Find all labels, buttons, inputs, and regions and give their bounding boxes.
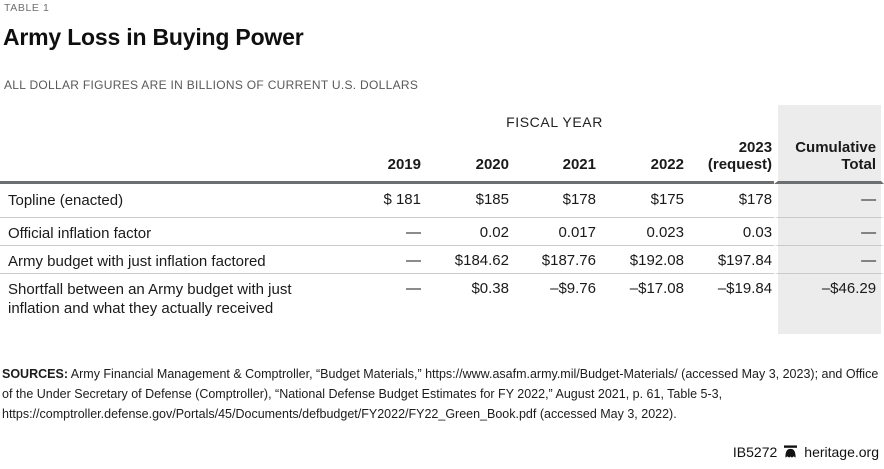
page-title: Army Loss in Buying Power [3, 24, 304, 50]
cell-shortfall-2023: –$19.84 [686, 272, 775, 326]
empty-corner-cell [0, 105, 335, 139]
cell-budget-2020: $184.62 [423, 244, 511, 273]
table-subtitle: ALL DOLLAR FIGURES ARE IN BILLIONS OF CU… [4, 78, 419, 92]
cell-topline-2020: $185 [475, 190, 509, 208]
cell-topline-2021: $178 [562, 190, 596, 208]
cell-shortfall-2020: $0.38 [423, 272, 511, 326]
row-label: Topline (enacted) [8, 191, 124, 209]
report-id: IB5272 [732, 444, 778, 460]
highlight-column-footer-spacer [0, 325, 884, 334]
army-buying-power-table: FISCAL YEAR 2019 2020 2021 2022 2023 (re… [0, 105, 884, 334]
sources-text: Army Financial Management & Comptroller,… [2, 366, 879, 421]
cell-topline-2019: $ 181 [383, 190, 421, 208]
group-header-row: FISCAL YEAR [0, 105, 884, 139]
cell-inflation-2020: 0.02 [423, 216, 511, 245]
fiscal-year-group-header: FISCAL YEAR [506, 114, 603, 130]
highlight-column-spacer [774, 105, 884, 139]
row-label: Shortfall between an Army budget with ju… [0, 272, 335, 326]
cell-topline-2023: $178 [738, 190, 773, 208]
table-row-inflation-factor: Official inflation factor — 0.02 0.017 0… [0, 216, 884, 245]
row-label: Official inflation factor [0, 216, 335, 245]
column-header-2022: 2022 [598, 139, 686, 184]
cell-shortfall-2022: –$17.08 [598, 272, 686, 326]
cell-inflation-2021: 0.017 [511, 216, 598, 245]
site-link: heritage.org [804, 444, 879, 460]
cell-inflation-2019: — [335, 216, 423, 245]
column-header-2019: 2019 [335, 139, 423, 184]
cell-inflation-2023: 0.03 [686, 216, 775, 245]
cell-budget-2022: $192.08 [598, 244, 686, 273]
column-header-2021: 2021 [511, 139, 598, 184]
cell-topline-cumulative: — [774, 183, 884, 217]
cell-budget-2023: $197.84 [686, 244, 775, 273]
cell-budget-cumulative: — [774, 244, 884, 273]
cell-shortfall-cumulative: –$46.29 [774, 272, 884, 326]
cell-topline-2022: $175 [650, 190, 684, 208]
liberty-bell-icon [783, 445, 798, 459]
cell-budget-2019: — [335, 244, 423, 273]
table-row-budget-with-inflation: Army budget with just inflation factored… [0, 244, 884, 273]
column-header-cumulative-total: Cumulative Total [774, 139, 884, 184]
sources-note: SOURCES: Army Financial Management & Com… [2, 364, 882, 424]
cell-shortfall-2021: –$9.76 [511, 272, 598, 326]
row-label-header [0, 139, 335, 184]
cell-inflation-cumulative: — [774, 216, 884, 245]
cell-budget-2021: $187.76 [511, 244, 598, 273]
cell-inflation-2022: 0.023 [598, 216, 686, 245]
table-row-shortfall: Shortfall between an Army budget with ju… [0, 272, 884, 326]
row-label: Army budget with just inflation factored [0, 244, 335, 273]
column-header-2023-request: 2023 (request) [686, 139, 775, 184]
column-header-2020: 2020 [423, 139, 511, 184]
column-header-row: 2019 2020 2021 2022 2023 (request) Cumul… [0, 139, 884, 184]
table-row-topline: Topline (enacted) $ 181 $185 $178 $175 $… [0, 183, 884, 217]
cell-shortfall-2019: — [335, 272, 423, 326]
sources-label: SOURCES: [2, 366, 68, 381]
table-number: TABLE 1 [4, 2, 50, 14]
footer: IB5272 heritage.org [733, 444, 879, 460]
